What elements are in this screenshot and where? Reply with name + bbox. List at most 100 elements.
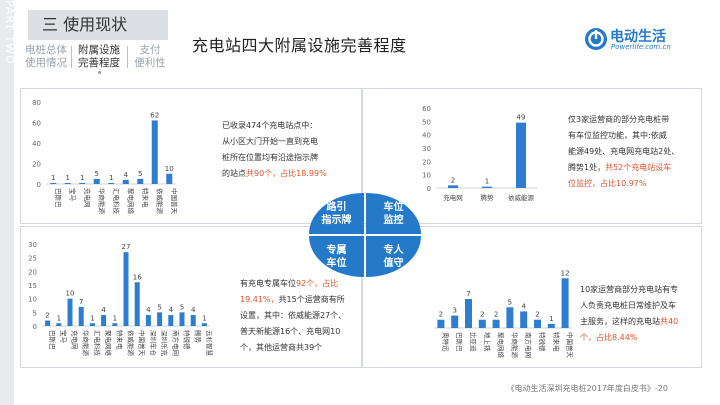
data-label: 7 — [466, 290, 470, 298]
chart-guide-sign: 0204060801巴斯巴1宝马1充电网5华商能源1汇电科技4聚电网络5特来电6… — [32, 99, 179, 215]
quadrant-dedicated-parking: 专属 车位 — [309, 236, 364, 277]
category-label: 宝马 — [68, 188, 77, 201]
bar — [534, 319, 541, 328]
nav-item-overall-usage[interactable]: 电桩总体 使用情况 — [25, 44, 67, 69]
panel-guide-sign — [20, 88, 362, 224]
bar — [492, 319, 500, 328]
y-tick-label: 20 — [28, 268, 37, 276]
category-label: 巴斯巴 — [455, 332, 464, 352]
category-label: 聚电网络 — [104, 330, 113, 357]
bar — [179, 312, 185, 326]
section-title: 三 使用现状 — [28, 10, 168, 40]
text-attendant: 10家运营商部分充电站有专 人负责充电桩日常维护及车 主服务，这样的充电站共40… — [580, 285, 679, 342]
y-tick-label: 50 — [422, 118, 431, 126]
category-label: 特锐德 — [538, 332, 547, 352]
bar — [151, 120, 158, 184]
data-label: 5 — [138, 170, 142, 178]
data-label: 5 — [95, 170, 99, 178]
data-label: 4 — [169, 306, 174, 314]
category-label: 依威能源 — [155, 188, 164, 215]
category-label: 中国普天 — [170, 188, 179, 215]
bar — [50, 182, 57, 184]
data-label: 1 — [80, 174, 84, 182]
section-number: 三 — [42, 15, 59, 34]
bar — [89, 323, 95, 326]
y-tick-label: 0 — [37, 181, 41, 189]
bar — [78, 306, 84, 326]
category-label: 云杉智慧 — [205, 330, 214, 357]
category-label: 南方电网 — [171, 330, 180, 356]
bar — [137, 178, 144, 184]
data-label: 2 — [535, 311, 539, 319]
bar — [190, 315, 196, 326]
bar — [145, 315, 151, 326]
bar — [561, 278, 569, 328]
category-label: 依威能源 — [508, 193, 535, 202]
category-label: 南方电网 — [524, 332, 533, 358]
bar — [122, 179, 129, 184]
data-label: 1 — [113, 314, 117, 322]
nav-divider — [127, 46, 128, 68]
category-label: 中国普天 — [566, 332, 575, 359]
data-label: 16 — [133, 273, 142, 281]
category-label: 聚电网络 — [126, 188, 135, 215]
data-label: 7 — [79, 298, 83, 306]
bar — [482, 186, 492, 188]
category-label: 华商能源 — [97, 188, 106, 215]
data-label: 1 — [109, 174, 113, 182]
bar — [112, 323, 118, 326]
y-tick-label: 20 — [32, 161, 41, 169]
category-label: 充电网 — [443, 193, 463, 202]
bar — [166, 173, 173, 184]
y-tick-label: 30 — [28, 241, 37, 249]
y-tick-label: 60 — [32, 120, 41, 128]
section-name: 使用现状 — [63, 15, 128, 34]
sidebar-stripe: PART TWO — [0, 0, 16, 405]
data-label: 1 — [66, 174, 70, 182]
nav-item-facilities[interactable]: 附属设施 完善程度 — [78, 44, 120, 69]
category-label: 比亚迪 — [469, 332, 478, 352]
data-label: 62 — [150, 111, 159, 119]
quadrant-attendant: 专人 值守 — [366, 236, 421, 277]
data-label: 1 — [57, 314, 61, 322]
category-label: 特来电 — [552, 332, 561, 352]
bar — [123, 252, 129, 326]
bar — [108, 182, 115, 184]
category-label: 依威能源 — [127, 330, 136, 357]
text-guide-sign: 已收录474个充电站点中： 从小区大门开始一直到充电 桩所在位置均有沿途指示牌 … — [222, 121, 327, 178]
category-label: 汇电科技 — [93, 330, 102, 357]
data-label: 12 — [561, 269, 570, 277]
bar — [478, 319, 486, 328]
y-tick-label: 20 — [422, 158, 431, 166]
bar — [67, 298, 73, 326]
chart-dedicated-parking: 0510152025302巴斯巴1宝马10充电网7华商能源1汇电科技4聚电网络1… — [28, 241, 214, 357]
data-label: 2 — [439, 311, 443, 319]
data-label: 4 — [146, 306, 151, 314]
data-label: 49 — [517, 114, 526, 122]
page-title: 充电站四大附属设施完善程度 — [192, 36, 407, 55]
logo-url: Powerlife.com.cn — [611, 43, 671, 51]
category-label: 聚电网络 — [497, 332, 506, 359]
bar — [516, 122, 526, 188]
nav-item-payment[interactable]: 支付 便利性 — [134, 44, 166, 69]
data-label: 4 — [191, 306, 196, 314]
y-tick-label: 30 — [422, 145, 431, 153]
panel-dedicated-parking — [20, 226, 362, 368]
category-label: 特来电 — [141, 188, 150, 208]
brand-logo: 电动生活 Powerlife.com.cn — [584, 24, 704, 54]
bar — [134, 282, 140, 326]
category-label: 中国普天 — [138, 330, 147, 357]
data-label: 1 — [51, 174, 55, 182]
bar — [201, 323, 207, 326]
bar — [93, 178, 100, 184]
data-label: 27 — [122, 243, 131, 251]
text-dedicated-parking: 有充电专属车位92个，占比 19.41%，共15个运营商有所 设置，其中：依威能… — [240, 279, 347, 352]
bar — [45, 320, 51, 326]
data-label: 1 — [90, 314, 94, 322]
footer-source: 《电动生活深圳充电桩2017年度白皮书》-20 — [506, 384, 668, 393]
y-tick-label: 0 — [427, 185, 431, 193]
data-label: 1 — [202, 314, 206, 322]
data-label: 1 — [549, 315, 553, 323]
category-label: 奥特迅 — [441, 332, 450, 352]
category-label: 地上铁 — [483, 332, 492, 352]
